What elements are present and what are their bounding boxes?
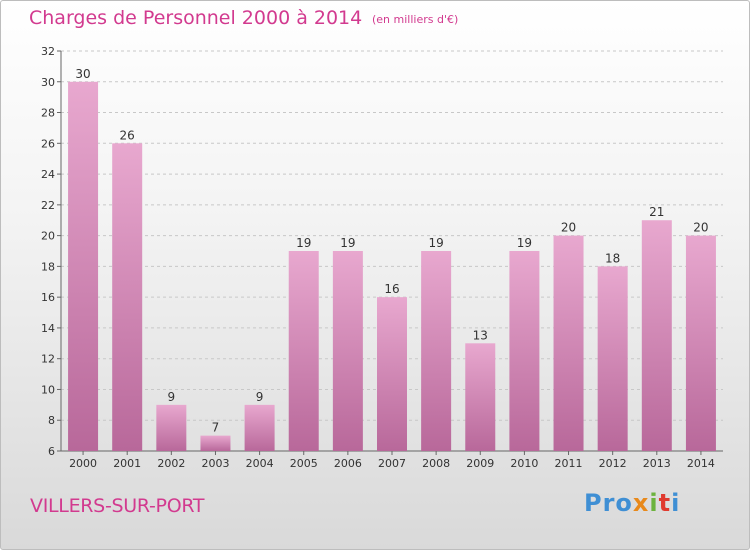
bar-2006 [332,251,363,451]
x-tick-label-2014: 2014 [687,457,715,470]
x-tick-label-2011: 2011 [555,457,583,470]
y-tick-label: 8 [48,414,55,427]
y-tick-label: 26 [41,137,55,150]
bar-2005 [288,251,319,451]
value-label-2010: 19 [517,236,532,250]
y-tick-label: 22 [41,199,55,212]
bar-2010 [509,251,540,451]
value-label-2007: 16 [384,282,399,296]
x-tick-label-2002: 2002 [157,457,185,470]
x-tick-label-2009: 2009 [466,457,494,470]
x-tick-label-2013: 2013 [643,457,671,470]
bar-2011 [553,235,584,451]
bar-2007 [377,297,407,451]
y-tick-label: 6 [48,445,55,458]
bar-2013 [641,220,672,451]
bar-2003 [200,435,231,451]
x-tick-label-2012: 2012 [599,457,627,470]
logo-part: x [632,489,650,517]
x-tick-label-2001: 2001 [113,457,141,470]
value-label-2002: 9 [168,390,176,404]
value-label-2014: 20 [693,221,708,235]
value-label-2000: 30 [75,67,90,81]
value-label-2011: 20 [561,221,576,235]
x-tick-label-2000: 2000 [69,457,97,470]
y-tick-label: 16 [41,291,55,304]
x-tick-label-2007: 2007 [378,457,406,470]
chart-title: Charges de Personnel 2000 à 2014 [29,7,363,29]
bar-2014 [685,235,716,451]
y-tick-label: 30 [41,76,55,89]
x-tick-label-2010: 2010 [510,457,538,470]
value-label-2008: 19 [428,236,443,250]
y-tick-label: 20 [41,230,55,243]
value-labels: 30 26 9 7 9 19 19 16 19 13 19 20 18 21 20 [75,67,708,435]
value-label-2005: 19 [296,236,311,250]
value-label-2006: 19 [340,236,355,250]
x-tick-label-2008: 2008 [422,457,450,470]
y-tick-label: 28 [41,107,55,120]
value-label-2004: 9 [256,390,264,404]
bar-2000 [68,81,99,452]
value-label-2012: 18 [605,251,620,265]
x-axis-ticks: 2000 2001 2002 2003 2004 2005 2006 2007 2008 2009… [69,457,715,470]
value-label-2009: 13 [473,328,488,342]
x-tick-label-2003: 2003 [201,457,229,470]
bar-2009 [465,343,496,451]
bar-2004 [244,404,275,451]
value-label-2003: 7 [212,421,220,435]
y-axis-ticks: 6 8 10 12 14 16 18 20 22 24 26 28 30 32 [41,45,55,458]
y-tick-label: 32 [41,45,55,58]
logo-part: i [649,489,659,517]
proxiti-logo[interactable]: Proxiti [584,489,680,517]
y-tick-label: 14 [41,322,55,335]
bar-2002 [156,404,187,451]
bar-2012 [597,266,628,451]
bar-2001 [112,143,143,452]
value-label-2013: 21 [649,205,664,219]
logo-part: t [658,489,672,517]
commune-name: VILLERS-SUR-PORT [30,495,205,517]
logo-part: Pro [584,489,633,517]
chart-subtitle: (en milliers d'€) [372,13,459,26]
y-tick-label: 18 [41,260,55,273]
x-tick-label-2005: 2005 [290,457,318,470]
value-label-2001: 26 [120,128,135,142]
y-tick-label: 24 [41,168,55,181]
logo-part: i [671,489,681,517]
bar-2008 [421,251,452,451]
x-tick-label-2004: 2004 [246,457,274,470]
bars [68,81,716,452]
y-tick-label: 10 [41,383,55,396]
bar-chart: 30 26 9 7 9 19 19 16 19 13 19 20 18 21 20 6 8 10 12 14 16 18… [41,45,723,470]
x-tick-label-2006: 2006 [334,457,362,470]
y-tick-label: 12 [41,353,55,366]
